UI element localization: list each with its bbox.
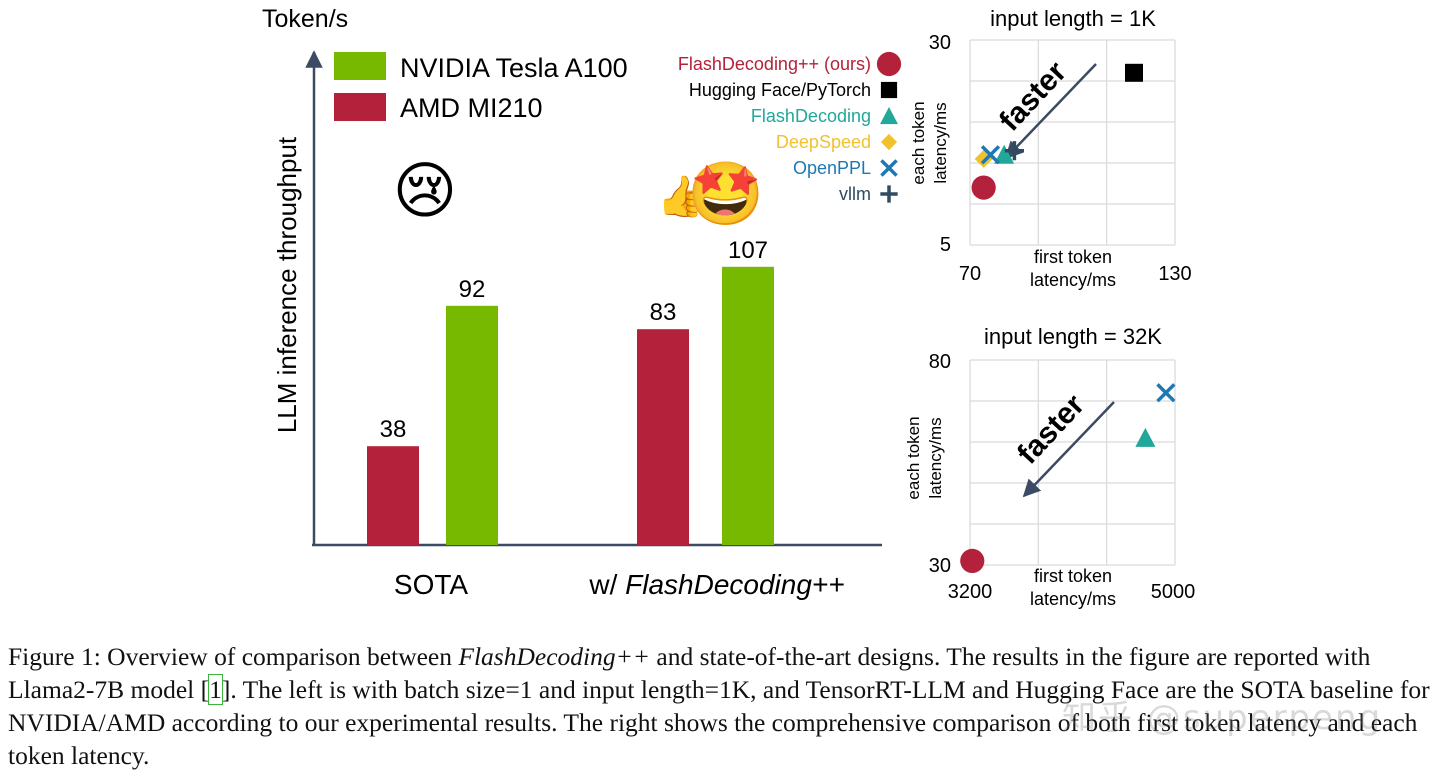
scatter-32k-ytick-max: 80 bbox=[929, 351, 951, 373]
point-flashdecoding bbox=[994, 144, 1015, 164]
marker-legend-label: FlashDecoding++ (ours) bbox=[678, 54, 871, 74]
bar-value-label: 92 bbox=[459, 276, 486, 303]
marker-legend-label: FlashDecoding bbox=[751, 106, 871, 126]
marker-legend: FlashDecoding++ (ours) Hugging Face/PyTor… bbox=[678, 51, 902, 204]
happy-emoji: 🤩 bbox=[687, 160, 764, 229]
scatter-32k-xtick-min: 3200 bbox=[948, 581, 993, 603]
marker-legend-diamond-icon bbox=[880, 133, 898, 151]
scatter-1k-points bbox=[971, 63, 1143, 200]
marker-legend-triangle-icon bbox=[880, 107, 898, 125]
thumbs-up-emoji: 👍 bbox=[657, 173, 707, 219]
bars: 38 92 83 107 bbox=[367, 237, 774, 545]
legend-swatch-mi210 bbox=[334, 93, 386, 121]
legend-label-mi210: AMD MI210 bbox=[400, 93, 543, 123]
scatter-1k-ylabel-2: latency/ms bbox=[931, 102, 950, 183]
scatter-32k: input length = 32K 80 30 3200 5000 first… bbox=[904, 324, 1195, 609]
marker-legend-label: vllm bbox=[839, 184, 871, 204]
bar-amd-mi210-1 bbox=[637, 329, 689, 545]
scatter-32k-xtick-max: 5000 bbox=[1151, 581, 1196, 603]
scatter-32k-grid bbox=[969, 359, 1176, 566]
scatter-32k-title: input length = 32K bbox=[984, 324, 1162, 349]
scatter-1k-title: input length = 1K bbox=[990, 6, 1156, 31]
point-openppl bbox=[1156, 383, 1176, 403]
caption-text: ]. The left is with batch size=1 and inp… bbox=[8, 675, 1430, 770]
scatter-32k-ytick-min: 30 bbox=[929, 555, 951, 577]
scatter-1k-faster-arrow bbox=[1004, 63, 1097, 160]
scatter-32k-ylabel-2: latency/ms bbox=[926, 417, 945, 498]
scatter-32k-ylabel-1: each token bbox=[904, 416, 923, 499]
point-flashdecoding-ours bbox=[960, 548, 985, 574]
marker-legend-plus-icon bbox=[880, 185, 898, 203]
scatter-1k-xlabel-1: first token bbox=[1034, 247, 1112, 267]
marker-legend-label: OpenPPL bbox=[793, 158, 871, 178]
scatter-32k-points bbox=[960, 383, 1176, 574]
bar-value-label: 107 bbox=[728, 237, 768, 264]
marker-legend-label: Hugging Face/PyTorch bbox=[689, 80, 871, 100]
point-flashdecoding bbox=[1135, 427, 1156, 447]
bar-chart: Token/s LLM inference throughput NVIDIA … bbox=[262, 5, 882, 600]
bar-amd-mi210-0 bbox=[367, 446, 419, 545]
marker-legend-circle-icon bbox=[876, 51, 902, 77]
scatter-1k-faster-label: faster bbox=[993, 55, 1073, 138]
point-flashdecoding-ours bbox=[971, 175, 996, 200]
scatter-1k-ylabel-1: each token bbox=[909, 101, 928, 184]
bar-nvidia-tesla-a100-0 bbox=[446, 305, 498, 545]
citation-link[interactable]: 1 bbox=[208, 674, 223, 705]
sad-emoji: 😢 bbox=[393, 157, 458, 226]
point-vllm bbox=[1004, 141, 1025, 161]
marker-legend-label: DeepSpeed bbox=[776, 132, 871, 152]
y-axis-title: LLM inference throughput bbox=[272, 136, 302, 433]
scatter-1k: input length = 1K 30 5 70 130 first toke… bbox=[909, 6, 1192, 290]
x-tick-sota: SOTA bbox=[394, 569, 468, 600]
figure-caption: Figure 1: Overview of comparison between… bbox=[8, 640, 1450, 772]
x-tick-flashdecoding: w/ FlashDecoding++ bbox=[588, 569, 844, 600]
caption-text: Figure 1: Overview of comparison between bbox=[8, 642, 459, 671]
scatter-32k-xlabel-1: first token bbox=[1034, 566, 1112, 586]
scatter-32k-xlabel-2: latency/ms bbox=[1030, 589, 1116, 609]
bar-value-label: 38 bbox=[380, 416, 407, 443]
caption-text: and state-of-the-art designs. The result… bbox=[8, 642, 1371, 704]
figure-1: Token/s LLM inference throughput NVIDIA … bbox=[262, 5, 1195, 609]
scatter-1k-xlabel-2: latency/ms bbox=[1030, 270, 1116, 290]
y-unit-label: Token/s bbox=[262, 5, 348, 33]
point-openppl bbox=[980, 145, 1001, 165]
scatter-1k-xtick-min: 70 bbox=[959, 263, 981, 285]
scatter-32k-faster-arrow bbox=[1022, 401, 1115, 498]
point-hugging-face-pytorch bbox=[1125, 63, 1143, 82]
legend-swatch-a100 bbox=[334, 52, 386, 80]
scatter-1k-ytick-min: 5 bbox=[940, 234, 951, 256]
watermark: 知乎 @superpeng bbox=[1062, 698, 1383, 738]
caption-name: FlashDecoding++ bbox=[458, 642, 651, 671]
legend-label-a100: NVIDIA Tesla A100 bbox=[400, 53, 628, 83]
marker-legend-x-icon bbox=[880, 159, 898, 177]
scatter-1k-xtick-max: 130 bbox=[1158, 263, 1191, 285]
bar-nvidia-tesla-a100-1 bbox=[722, 266, 774, 545]
scatter-1k-grid bbox=[969, 39, 1176, 246]
bar-value-label: 83 bbox=[650, 299, 677, 326]
marker-legend-square-icon bbox=[880, 81, 898, 99]
scatter-1k-ytick-max: 30 bbox=[929, 32, 951, 54]
